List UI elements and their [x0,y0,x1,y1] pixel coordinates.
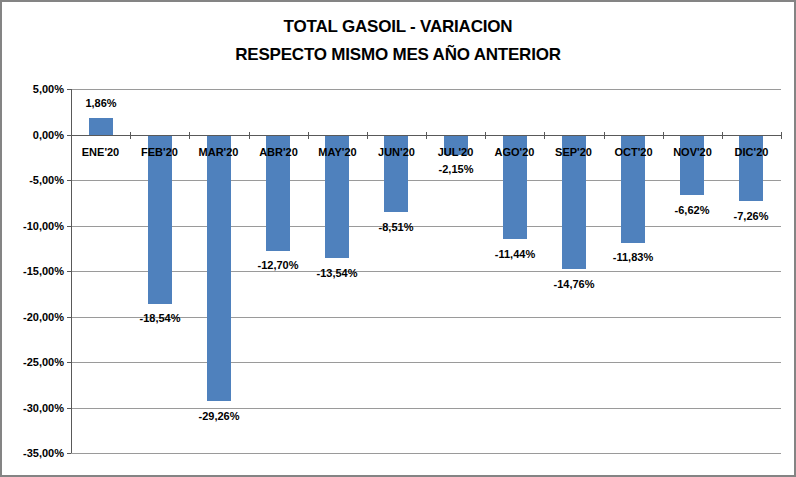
bar [680,135,704,195]
y-axis-tick [67,453,71,454]
x-axis-label: ABR'20 [249,145,308,159]
bar [207,135,231,401]
data-label: 1,86% [59,96,143,110]
x-axis-label: DIC'20 [722,145,781,159]
x-axis-tick [249,132,250,139]
x-axis-tick [308,132,309,139]
x-axis-label: ENE'20 [71,145,130,159]
x-axis-label: JUN'20 [367,145,426,159]
x-axis-tick [722,132,723,139]
data-label: -14,76% [532,277,616,291]
data-label: -2,15% [414,162,498,176]
y-axis-tick-label: -30,00% [2,401,64,415]
gridline [71,180,781,181]
x-axis-tick [130,132,131,139]
x-axis-tick [71,132,72,139]
y-axis-tick-label: 5,00% [2,82,64,96]
y-axis-tick-label: -15,00% [2,264,64,278]
y-axis-tick-label: -10,00% [2,219,64,233]
data-label: -13,54% [295,266,379,280]
x-axis-label: NOV'20 [663,145,722,159]
chart-title-line1: TOTAL GASOIL - VARIACION [2,13,794,41]
chart-title: TOTAL GASOIL - VARIACION RESPECTO MISMO … [2,13,794,69]
y-axis-tick-label: -20,00% [2,310,64,324]
data-label: -7,26% [709,209,793,223]
data-label: -11,44% [473,247,557,261]
x-axis-tick [663,132,664,139]
chart-title-line2: RESPECTO MISMO MES AÑO ANTERIOR [2,41,794,69]
x-axis-tick [367,132,368,139]
x-axis-label: OCT'20 [604,145,663,159]
x-axis-tick [544,132,545,139]
bar [148,135,172,304]
gridline [71,89,781,90]
x-axis-label: SEP'20 [544,145,603,159]
x-axis-tick [604,132,605,139]
gridline [71,453,781,454]
data-label: -29,26% [177,409,261,423]
x-axis-label: FEB'20 [130,145,189,159]
x-axis-label: AGO'20 [485,145,544,159]
y-axis-tick-label: 0,00% [2,128,64,142]
chart-frame: TOTAL GASOIL - VARIACION RESPECTO MISMO … [0,0,796,477]
data-label: -18,54% [118,311,202,325]
x-axis-tick [189,132,190,139]
data-label: -8,51% [354,220,438,234]
y-axis-tick-label: -35,00% [2,446,64,460]
x-axis-tick [426,132,427,139]
gridline [71,362,781,363]
y-axis-line [71,89,72,453]
bar [89,118,113,135]
x-axis-tick [781,132,782,139]
x-axis-label: MAR'20 [189,145,248,159]
gridline [71,271,781,272]
x-axis-tick [485,132,486,139]
y-axis-tick-label: -5,00% [2,173,64,187]
y-axis-tick-label: -25,00% [2,355,64,369]
data-label: -11,83% [591,250,675,264]
x-axis-label: MAY'20 [308,145,367,159]
x-axis-label: JUL'20 [426,145,485,159]
